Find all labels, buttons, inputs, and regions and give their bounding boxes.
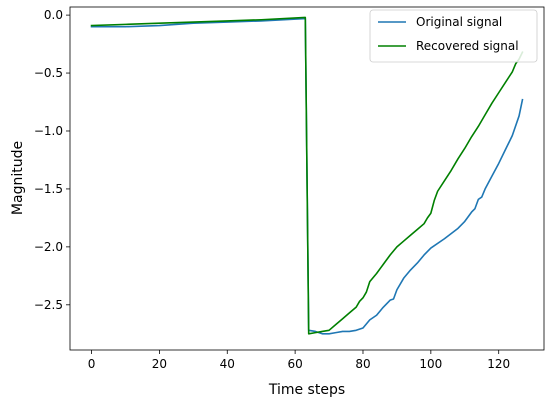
x-tick-label: 0	[88, 357, 96, 371]
y-tick-label: −1.0	[34, 124, 63, 138]
y-axis: 0.0 −0.5 −1.0 −1.5 −2.0 −2.5	[34, 8, 70, 312]
x-tick-label: 20	[152, 357, 167, 371]
legend-label-original: Original signal	[416, 15, 502, 29]
y-tick-label: −0.5	[34, 66, 63, 80]
series-line-1	[90, 16, 524, 335]
x-tick-label: 100	[419, 357, 442, 371]
x-tick-label: 60	[287, 357, 302, 371]
x-tick-label: 120	[487, 357, 510, 371]
y-tick-label: −1.5	[34, 182, 63, 196]
legend: Original signal Recovered signal	[369, 9, 538, 63]
x-axis-title: Time steps	[268, 382, 345, 398]
y-tick-label: −2.5	[34, 298, 63, 312]
x-tick-label: 80	[355, 357, 370, 371]
y-tick-label: 0.0	[44, 8, 63, 22]
legend-frame	[369, 9, 538, 63]
x-axis: 0 20 40 60 80 100 120	[88, 350, 510, 371]
plot-lines	[90, 16, 524, 335]
plot-frame	[69, 6, 545, 351]
y-tick-label: −2.0	[34, 240, 63, 254]
y-axis-title: Magnitude	[10, 141, 26, 215]
x-tick-label: 40	[220, 357, 235, 371]
legend-label-recovered: Recovered signal	[416, 39, 519, 53]
